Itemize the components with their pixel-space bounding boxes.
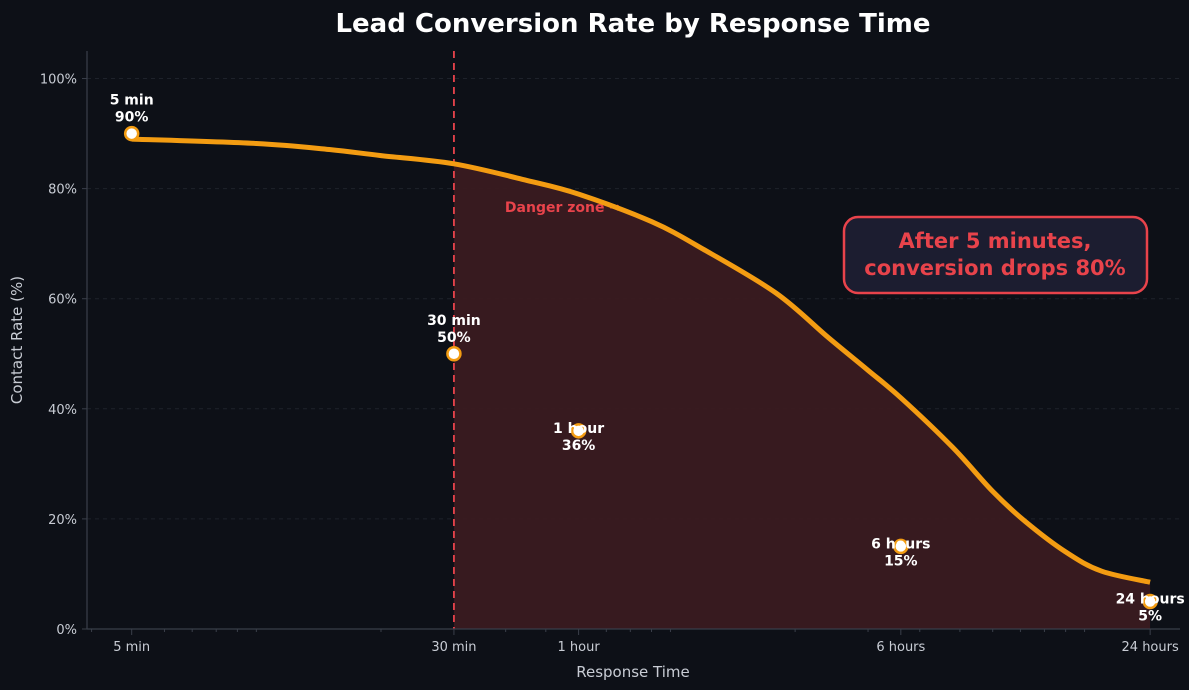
danger-zone-label: Danger zone →	[505, 200, 621, 216]
danger-zone-fill	[453, 163, 1151, 630]
data-point	[446, 346, 462, 362]
data-label-time: 6 hours	[871, 536, 930, 552]
callout-line-1: After 5 minutes,	[899, 229, 1092, 253]
data-point	[570, 423, 587, 439]
x-tick-label: 5 min	[113, 640, 150, 655]
x-axis-label: Response Time	[576, 663, 690, 681]
data-label-value: 90%	[115, 110, 149, 126]
y-tick-label: 20%	[48, 513, 77, 528]
data-point	[123, 125, 140, 142]
callout-box	[842, 215, 1149, 295]
danger-zone: Danger zone →	[453, 51, 1151, 630]
data-label-value: 50%	[437, 330, 471, 346]
data-label-value: 5%	[1138, 608, 1162, 624]
y-tick-label: 60%	[48, 293, 77, 308]
data-label-value: 36%	[562, 438, 596, 454]
trend-curve	[131, 136, 1151, 585]
x-tick-label: 1 hour	[557, 640, 600, 655]
axes: 0% 20% 40% 60% 80% 100% 5 min 30 min 1 hour 6 hou…	[40, 51, 1180, 655]
data-label-time: 1 hour	[553, 421, 604, 437]
y-axis-label: Contact Rate (%)	[8, 276, 26, 404]
data-label-value: 15%	[884, 553, 918, 569]
data-point	[1142, 593, 1158, 610]
x-tick-label: 6 hours	[876, 640, 925, 655]
data-label-time: 30 min	[427, 313, 481, 329]
annotation-callout: After 5 minutes, conversion drops 80%	[842, 215, 1149, 295]
trend-curve-group	[131, 136, 1151, 585]
y-tick-label: 100%	[40, 73, 77, 88]
y-tick-label: 80%	[48, 183, 77, 198]
chart-title: Lead Conversion Rate by Response Time	[335, 9, 930, 39]
callout-line-2: conversion drops 80%	[864, 256, 1125, 280]
data-point	[893, 538, 909, 555]
y-tick-label: 0%	[56, 623, 77, 638]
y-tick-label: 40%	[48, 403, 77, 418]
x-tick-label: 30 min	[431, 640, 476, 655]
data-label-time: 24 hours	[1116, 591, 1185, 607]
data-label-time: 5 min	[110, 93, 154, 109]
x-tick-label: 24 hours	[1122, 640, 1179, 655]
